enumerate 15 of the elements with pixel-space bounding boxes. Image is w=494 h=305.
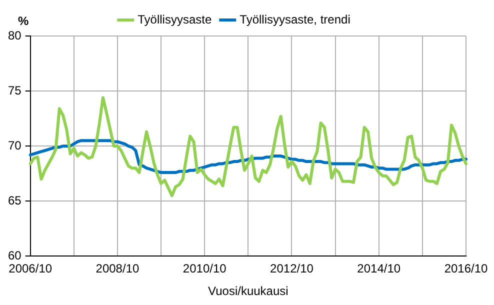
x-tick-label: 2016/10 xyxy=(444,262,488,276)
x-tick-label: 2012/10 xyxy=(270,262,314,276)
y-tick-label: 75 xyxy=(8,83,22,98)
y-axis-title: % xyxy=(18,14,29,28)
x-tick-label: 2010/10 xyxy=(182,262,227,276)
x-tick-label: 2008/10 xyxy=(96,262,140,276)
x-axis-title: Vuosi/kuukausi xyxy=(208,284,288,298)
x-tick-label: 2006/10 xyxy=(8,262,52,276)
y-tick-label: 80 xyxy=(8,28,22,42)
y-tick-label: 60 xyxy=(8,248,22,263)
y-tick-label: 65 xyxy=(8,193,22,208)
legend-label: Työllisyysaste, trendi xyxy=(240,12,350,26)
x-tick-label: 2014/10 xyxy=(357,262,401,276)
y-tick-label: 70 xyxy=(8,138,22,152)
legend-label: Työllisyysaste xyxy=(138,12,212,26)
